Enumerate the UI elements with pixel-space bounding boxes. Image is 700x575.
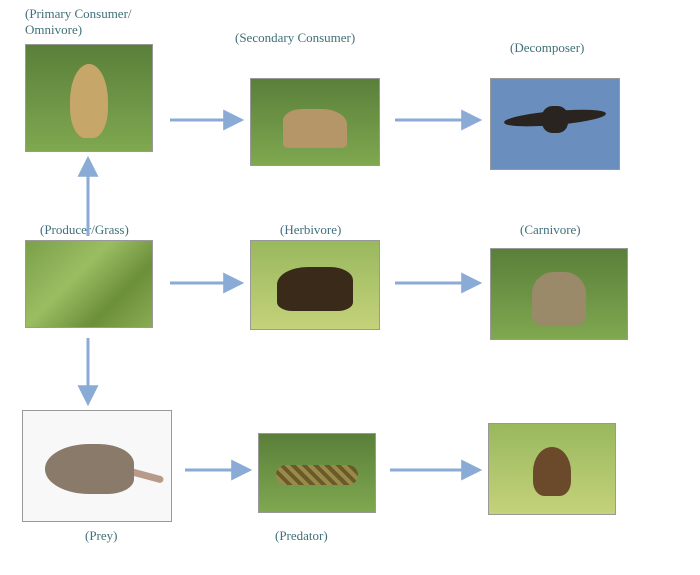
arrows-layer — [0, 0, 700, 575]
food-web-diagram: (Primary Consumer/Omnivore)(Secondary Co… — [0, 0, 700, 575]
